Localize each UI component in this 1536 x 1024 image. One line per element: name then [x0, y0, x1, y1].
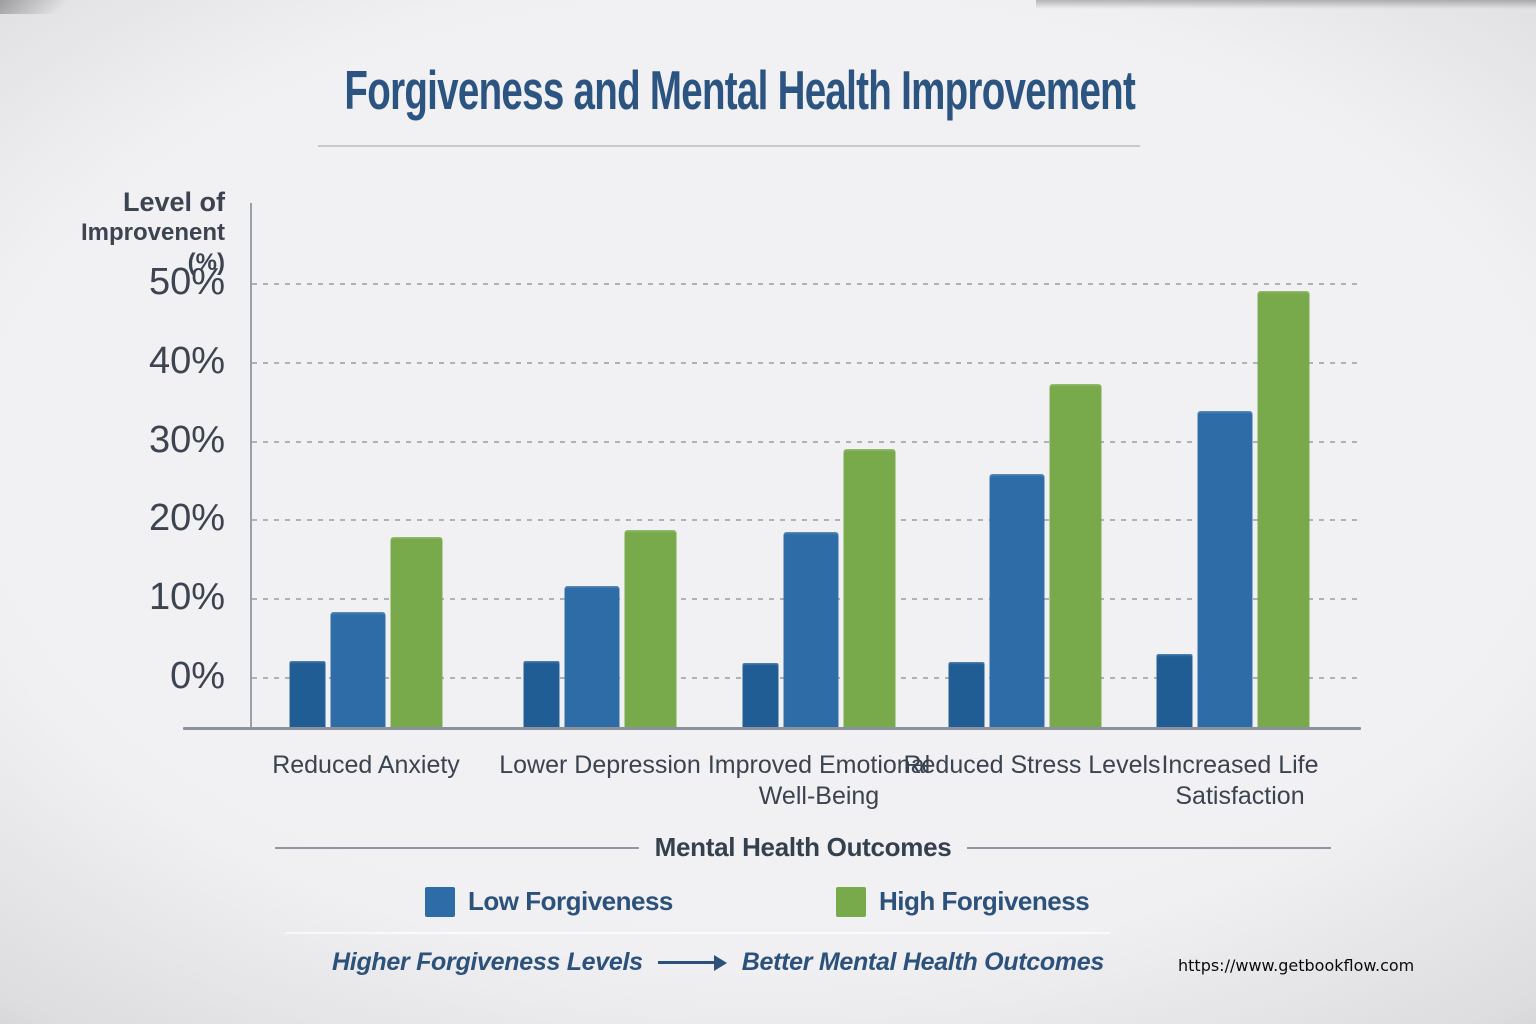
- y-axis-label: Level of Improvenent (%): [40, 186, 225, 278]
- bar-group-4: [948, 384, 1102, 727]
- bar-low-forgiveness: [564, 585, 620, 727]
- x-axis-title-right-rule: [967, 846, 1332, 849]
- bar-high-forgiveness: [1257, 291, 1310, 727]
- bar-baseline-stub: [289, 660, 326, 727]
- gridline-30%: [252, 440, 1360, 443]
- bar-low-forgiveness: [330, 611, 386, 727]
- bar-baseline-stub: [523, 660, 560, 727]
- category-label: Reduced Anxiety: [272, 751, 460, 779]
- y-tick-label-0%: 0%: [170, 655, 225, 697]
- y-tick-label-50%: 50%: [148, 261, 225, 303]
- bar-low-forgiveness: [989, 474, 1045, 727]
- legend-separator-line: [285, 932, 1110, 934]
- legend-label-low-forgiveness: Low Forgiveness: [468, 886, 673, 916]
- gridline-50%: [252, 283, 1360, 285]
- y-axis-label-line2: Improvenent (%): [80, 219, 225, 276]
- gridline-40%: [252, 361, 1360, 364]
- photo-edge-top-right: [1036, 0, 1536, 9]
- x-axis-title-left-rule: [275, 846, 639, 849]
- gridline-20%: [252, 519, 1360, 522]
- category-label: Lower Depression: [499, 751, 701, 779]
- bar-high-forgiveness: [390, 537, 443, 727]
- bar-high-forgiveness: [624, 530, 677, 727]
- x-axis-title: Mental Health Outcomes: [654, 832, 952, 862]
- title-underline: [318, 145, 1140, 147]
- right-arrow-icon: [657, 954, 727, 971]
- right-arrow-line: [657, 961, 714, 964]
- y-tick-label-30%: 30%: [148, 418, 225, 461]
- bar-high-forgiveness: [1049, 384, 1102, 727]
- category-label: Reduced Stress Levels: [903, 751, 1161, 779]
- bar-low-forgiveness: [1197, 411, 1253, 727]
- x-axis-title-row: Mental Health Outcomes: [275, 832, 1332, 863]
- bar-group-5: [1156, 291, 1310, 727]
- legend-swatch-high-forgiveness: [836, 886, 866, 917]
- bar-high-forgiveness: [843, 448, 896, 727]
- bar-baseline-stub: [948, 661, 985, 727]
- category-label: Increased Life Satisfaction: [1161, 751, 1319, 810]
- y-axis-label-line1: Level of: [122, 187, 225, 217]
- y-tick-label-20%: 20%: [148, 497, 225, 540]
- footnote-right-text: Better Mental Health Outcomes: [741, 948, 1105, 976]
- category-label: Improved Emotional Well-Being: [707, 751, 931, 810]
- footnote-left-text: Higher Forgiveness Levels: [332, 948, 643, 976]
- legend-swatch-low-forgiveness: [425, 886, 455, 917]
- legend-item-high-forgiveness: High Forgiveness: [836, 886, 1090, 917]
- y-tick-label-10%: 10%: [148, 576, 225, 619]
- legend-label-high-forgiveness: High Forgiveness: [879, 886, 1090, 916]
- chart-title-text: Forgiveness and Mental Health Improvemen…: [344, 59, 1136, 121]
- footnote: Higher Forgiveness Levels Better Mental …: [0, 948, 1436, 977]
- legend-item-low-forgiveness: Low Forgiveness: [425, 886, 673, 917]
- plot-area: 50% 40% 30% 20% 10% 0%: [149, 203, 1360, 729]
- bar-baseline-stub: [1156, 653, 1193, 727]
- bar-group-3: [742, 448, 896, 727]
- bar-baseline-stub: [742, 663, 779, 727]
- right-arrow-head: [713, 954, 727, 971]
- photo-edge-top-left: [0, 0, 95, 14]
- y-axis-line: [250, 203, 252, 729]
- bar-group-2: [523, 530, 677, 727]
- chart-title: Forgiveness and Mental Health Improvemen…: [0, 58, 1480, 122]
- bar-low-forgiveness: [783, 532, 839, 727]
- bar-group-1: [289, 537, 443, 727]
- y-tick-label-40%: 40%: [148, 339, 225, 382]
- x-axis-line: [183, 727, 1361, 730]
- watermark-url: https://www.getbookflow.com: [1178, 956, 1415, 975]
